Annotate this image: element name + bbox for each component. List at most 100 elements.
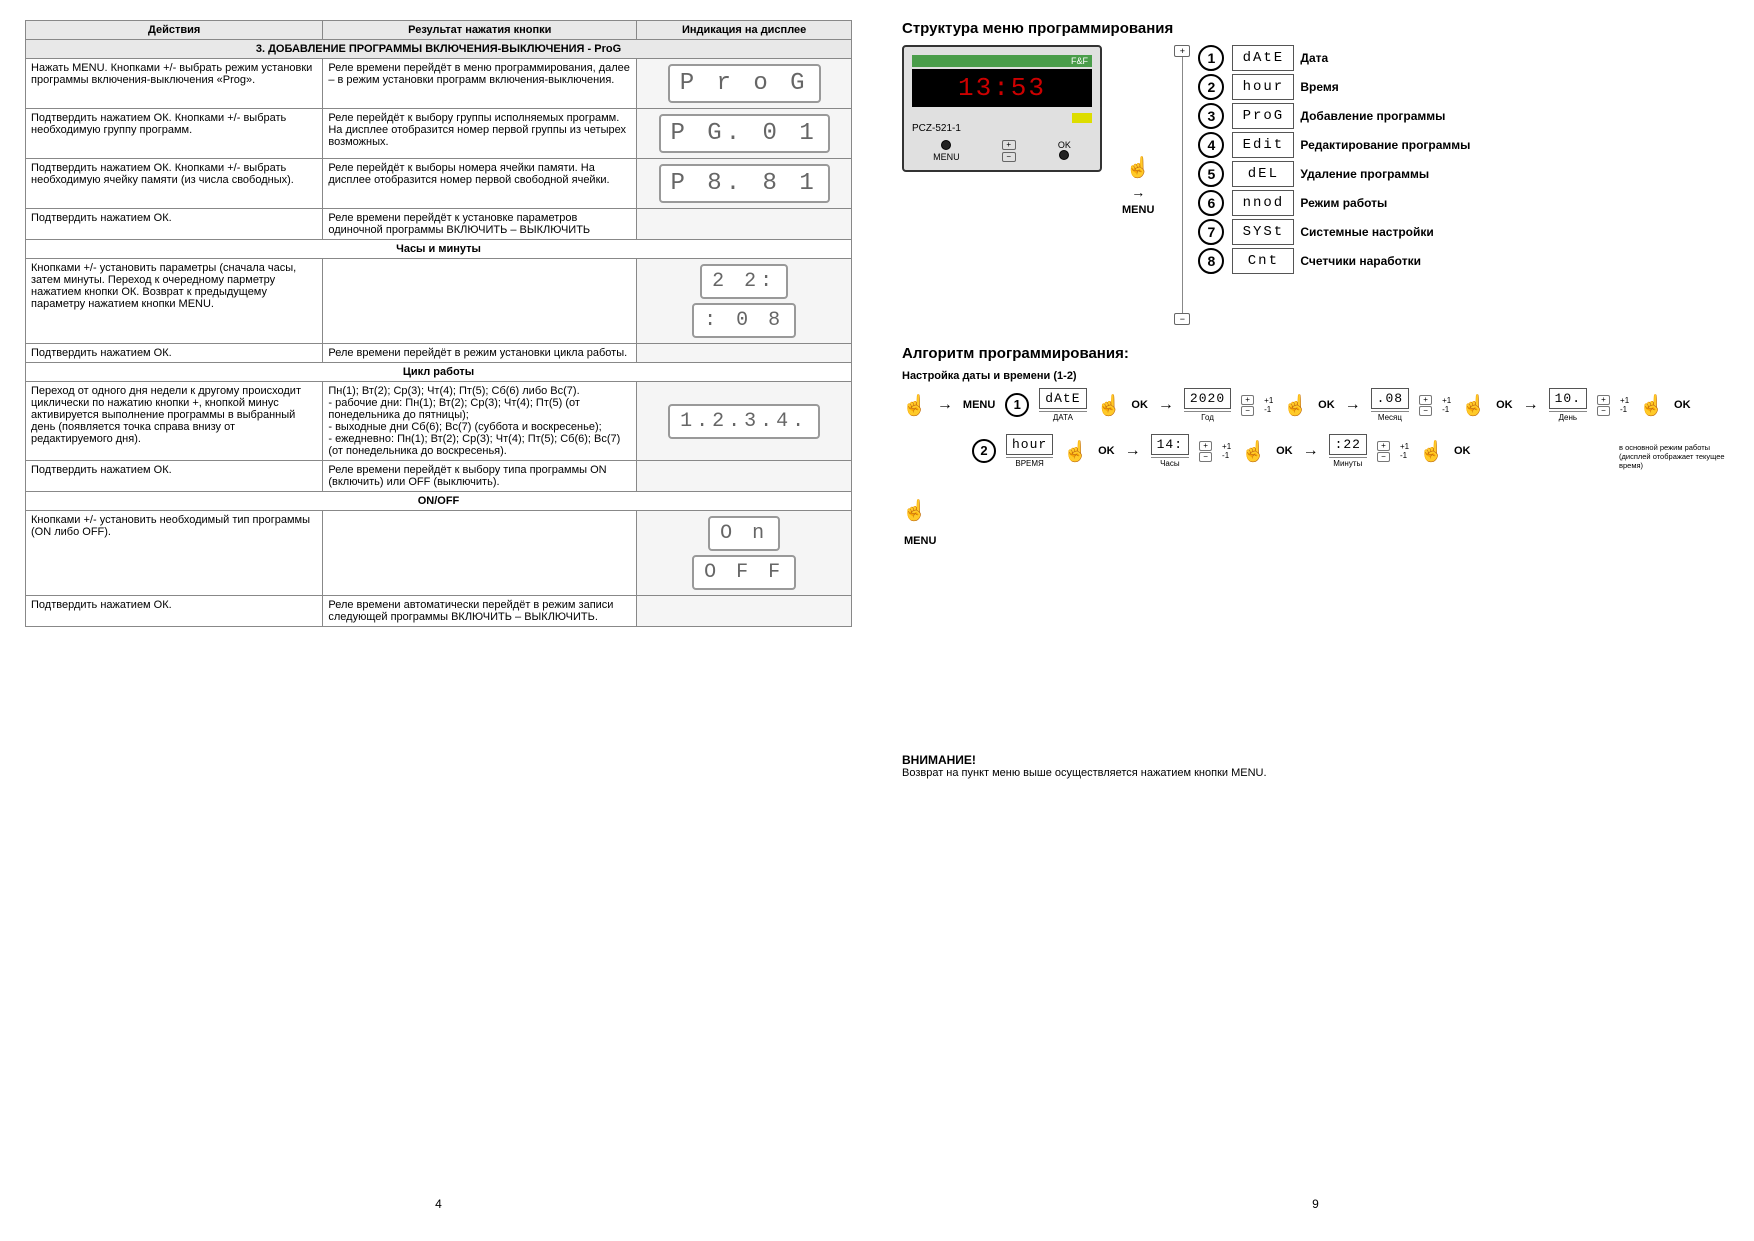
- step-lcd: 10.: [1549, 388, 1587, 409]
- cell-action: Кнопками +/- установить параметры (снача…: [26, 259, 323, 344]
- page-right: Структура меню программирования F&F 13:5…: [877, 0, 1754, 1241]
- pm-stack: +−: [1377, 441, 1390, 462]
- hand-icon: ☝: [1097, 393, 1122, 418]
- step-lcd: dAtE: [1039, 388, 1086, 409]
- menu-lcd: hour: [1232, 74, 1294, 100]
- cell-lcd: [637, 461, 852, 492]
- cell-result: Реле перейдёт к выбору группы исполняемы…: [323, 109, 637, 159]
- minus-icon: −: [1174, 313, 1190, 325]
- menu-item-label: Режим работы: [1300, 196, 1387, 210]
- menu-list: + − 1 2 3 4 5 6 7 8 dAtEДата hourВремя P…: [1174, 45, 1470, 325]
- cell-lcd: P r o G: [637, 59, 852, 109]
- step-lcd: 2020: [1184, 388, 1231, 409]
- section3-title: 3. ДОБАВЛЕНИЕ ПРОГРАММЫ ВКЛЮЧЕНИЯ-ВЫКЛЮЧ…: [26, 40, 852, 59]
- lcd-display: : 0 8: [692, 303, 796, 338]
- menu-lcd: Cnt: [1232, 248, 1294, 274]
- hand-icon: ☝: [1283, 393, 1308, 418]
- menu-item-label: Время: [1300, 80, 1338, 94]
- instruction-table: Действия Результат нажатия кнопки Индика…: [25, 20, 852, 627]
- hand-icon: ☝: [902, 393, 927, 418]
- algo-heading: Алгоритм программирования:: [902, 345, 1729, 362]
- num-column: 1 2 3 4 5 6 7 8: [1198, 45, 1224, 325]
- ok-label: OK: [1098, 445, 1115, 457]
- hand-icon: ☝: [1241, 439, 1266, 464]
- step-caption: ДАТА: [1039, 411, 1086, 422]
- lcd-display: O n: [708, 516, 780, 551]
- cell-lcd: P G. 0 1: [637, 109, 852, 159]
- menu-item-label: Редактирование программы: [1300, 138, 1470, 152]
- step-number: 2: [972, 439, 996, 463]
- hand-icon: ☝: [1461, 393, 1486, 418]
- plus-icon: +: [1174, 45, 1190, 57]
- sub-hours: Часы и минуты: [26, 240, 852, 259]
- sub-cycle: Цикл работы: [26, 363, 852, 382]
- algo-sub: Настройка даты и времени (1-2): [902, 370, 1729, 382]
- ok-label: OK: [1674, 399, 1691, 411]
- cell-lcd: P 8. 8 1: [637, 159, 852, 209]
- led-icon: [1072, 113, 1092, 123]
- cell-action: Подтвердить нажатием ОК. Кнопками +/- вы…: [26, 109, 323, 159]
- step-lcd: 14:: [1151, 434, 1189, 455]
- cell-lcd: [637, 209, 852, 240]
- step-caption: День: [1549, 411, 1587, 422]
- lcd-display: O F F: [692, 555, 796, 590]
- hand-icon: ☝: [1063, 439, 1088, 464]
- th-actions: Действия: [26, 21, 323, 40]
- cell-result: Пн(1); Вт(2); Ср(3); Чт(4); Пт(5); Сб(6)…: [323, 382, 637, 461]
- menu-lcd: dEL: [1232, 161, 1294, 187]
- step-caption: Год: [1184, 411, 1231, 422]
- menu-structure: F&F 13:53 PCZ-521-1 MENU +− OK ☝ → MENU …: [902, 45, 1729, 325]
- hand-icon: ☝: [1126, 155, 1151, 180]
- algo-note: в основной режим работы (дисплей отображ…: [1619, 443, 1729, 470]
- page-number: 9: [1312, 1197, 1319, 1211]
- hand-icon: ☝: [902, 498, 927, 523]
- menu-lcd: dAtE: [1232, 45, 1294, 71]
- menu-item-label: Счетчики наработки: [1300, 254, 1421, 268]
- lcd-display: P 8. 8 1: [659, 164, 830, 203]
- device-ok-button: OK: [1058, 140, 1071, 162]
- menu-lcd: SYSt: [1232, 219, 1294, 245]
- ok-label: OK: [1318, 399, 1335, 411]
- cell-result: Реле времени перейдёт в меню программиро…: [323, 59, 637, 109]
- hand-icon: ☝: [1419, 439, 1444, 464]
- menu-number: 3: [1198, 103, 1224, 129]
- algorithm-diagram: ☝ → MENU 1 dAtE ДАТА ☝ OK → 2020 Год +− …: [902, 388, 1729, 728]
- menu-number: 4: [1198, 132, 1224, 158]
- cell-result: Реле времени перейдёт к выбору типа прог…: [323, 461, 637, 492]
- cell-lcd: O n O F F: [637, 511, 852, 596]
- page-left: Действия Результат нажатия кнопки Индика…: [0, 0, 877, 1241]
- cell-lcd: [637, 596, 852, 627]
- cell-action: Подтвердить нажатием ОК.: [26, 344, 323, 363]
- menu-label: MENU: [904, 535, 1729, 547]
- page-number: 4: [435, 1197, 442, 1211]
- cell-action: Подтвердить нажатием ОК. Кнопками +/- вы…: [26, 159, 323, 209]
- step-caption: Месяц: [1371, 411, 1409, 422]
- device-pm-buttons: +−: [1002, 140, 1016, 162]
- menu-number: 7: [1198, 219, 1224, 245]
- cell-result: [323, 511, 637, 596]
- pm-stack: +−: [1199, 441, 1212, 462]
- menu-number: 8: [1198, 248, 1224, 274]
- cell-lcd: 1.2.3.4.: [637, 382, 852, 461]
- ok-label: OK: [1276, 445, 1293, 457]
- cell-lcd: 2 2: : 0 8: [637, 259, 852, 344]
- step-lcd: :22: [1329, 434, 1367, 455]
- menu-item-label: Добавление программы: [1300, 109, 1445, 123]
- step-caption: Часы: [1151, 457, 1189, 468]
- pm-column: + −: [1174, 45, 1190, 325]
- algo-row-3: ☝: [902, 498, 1729, 523]
- cell-result: Реле перейдёт к выборы номера ячейки пам…: [323, 159, 637, 209]
- ok-label: OK: [1496, 399, 1513, 411]
- ok-label: OK: [1454, 445, 1471, 457]
- lcd-display: P G. 0 1: [659, 114, 830, 153]
- menu-number: 6: [1198, 190, 1224, 216]
- step-caption: Минуты: [1329, 457, 1367, 468]
- pm-stack: +−: [1597, 395, 1610, 416]
- cell-result: Реле времени перейдёт к установке параме…: [323, 209, 637, 240]
- cell-action: Переход от одного дня недели к другому п…: [26, 382, 323, 461]
- device-menu-button: MENU: [933, 140, 960, 162]
- menu-label: MENU: [1122, 204, 1154, 216]
- menu-lcd: Edit: [1232, 132, 1294, 158]
- menu-lcd: ProG: [1232, 103, 1294, 129]
- device-model: PCZ-521-1: [912, 123, 1092, 134]
